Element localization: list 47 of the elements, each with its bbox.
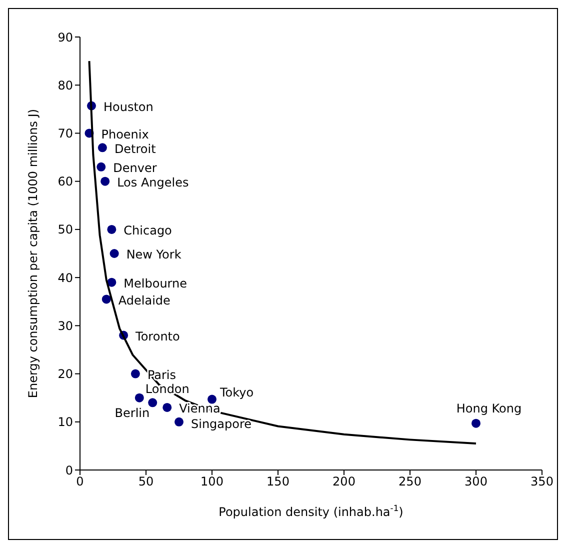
annotation: Adelaide — [118, 293, 170, 308]
x-tick-label: 250 — [398, 474, 422, 489]
y-axis-title: Energy consumption per capita (1000 millions J) — [26, 108, 40, 398]
point — [162, 402, 172, 412]
y-tick-label: 30 — [58, 318, 73, 333]
point — [100, 176, 110, 186]
point — [174, 417, 184, 426]
annotation: Chicago — [124, 224, 172, 238]
y-tick-label: 90 — [58, 30, 73, 44]
x-tick-label: 150 — [266, 474, 290, 489]
annotation: Phoenix — [101, 127, 149, 142]
point — [130, 369, 140, 378]
x-tick-label: 300 — [464, 474, 488, 489]
point — [98, 143, 107, 152]
x-tick-label: 0 — [76, 474, 84, 489]
point — [107, 278, 116, 287]
point — [107, 224, 116, 234]
y-tick-label: 50 — [58, 222, 73, 237]
point — [148, 398, 158, 408]
annotation: Houston — [103, 100, 154, 114]
annotation: Hong Kong — [456, 402, 522, 416]
y-tick-label: 40 — [58, 270, 73, 285]
point — [102, 294, 111, 304]
y-tick-label: 80 — [58, 78, 73, 92]
annotation: Detroit — [114, 142, 156, 156]
point — [134, 393, 144, 402]
annotation: Berlin — [114, 406, 150, 420]
annotation: Tokyo — [219, 385, 254, 400]
y-tick-label: 60 — [58, 174, 73, 189]
x-tick-label: 100 — [200, 474, 224, 489]
point — [110, 249, 119, 258]
annotation: Melbourne — [124, 276, 188, 291]
point — [96, 162, 106, 172]
annotation: Los Angeles — [117, 176, 189, 190]
point — [472, 418, 480, 428]
y-tick-label: 20 — [58, 367, 73, 382]
x-tick-label: 200 — [332, 474, 356, 489]
x-tick-label: 350 — [530, 474, 554, 489]
y-tick-label: 0 — [65, 463, 73, 478]
annotation: Toronto — [134, 329, 180, 344]
y-tick-label: 10 — [58, 415, 73, 430]
y-tick-label: 70 — [58, 126, 73, 140]
annotation: Singapore — [191, 417, 252, 432]
annotation: Denver — [113, 161, 157, 176]
x-tick-label: 50 — [138, 474, 154, 489]
annotation: New York — [126, 248, 182, 262]
x-axis-title: Population density (inhab.ha$^{-1}$) — [218, 503, 404, 519]
